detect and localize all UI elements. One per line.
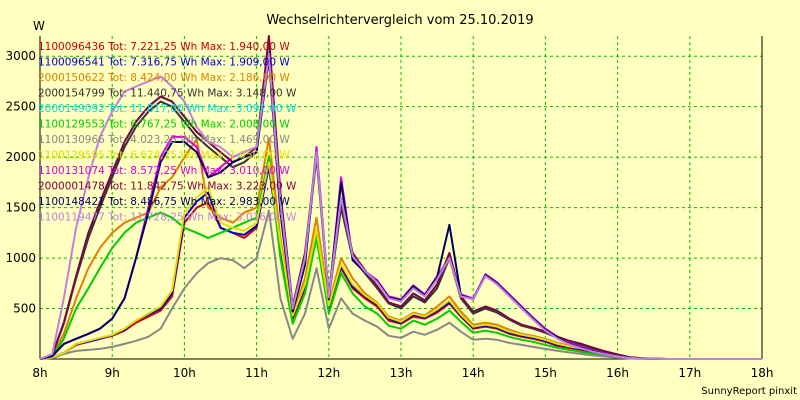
x-tick-label: 8h [32,366,47,380]
x-tick-label: 15h [534,366,557,380]
legend-entry: 1100129595 Tot: 6.624,25 Wh Max: 1.950,0… [38,150,290,162]
legend-entry: 1100119477 Tot: 11.728,25 Wh Max: 3.016,… [38,212,297,224]
legend: 1100096436 Tot: 7.221,25 Wh Max: 1.940,0… [38,41,297,224]
x-axis-tick-labels: 8h 9h 10h 11h 12h 13h 14h 15h 16h 17h 18h [32,366,773,380]
y-tick-label: 2000 [5,150,36,164]
series-lines [39,35,762,360]
chart-title: Wechselrichtervergleich vom 25.10.2019 [266,13,533,28]
y-axis-tick-labels: 500 1000 1500 2000 2500 3000 [5,49,36,315]
watermark-text: SunnyReport pinxit [701,386,797,397]
y-tick-label: 1000 [5,251,36,265]
legend-entry: 1100131074 Tot: 8.572,25 Wh Max: 3.010,0… [38,165,290,177]
y-tick-label: 3000 [5,49,36,63]
legend-entry: 1100130966 Tot: 4.023,25 Wh Max: 1.469,0… [38,134,290,146]
x-tick-label: 10h [173,366,196,380]
legend-entry: 2000001478 Tot: 11.842,75 Wh Max: 3.223,… [38,181,297,193]
legend-entry: 1100096436 Tot: 7.221,25 Wh Max: 1.940,0… [38,41,290,53]
x-tick-label: 18h [751,366,774,380]
x-tick-label: 14h [462,366,485,380]
y-tick-label: 2500 [5,100,36,114]
y-tick-label: 500 [13,302,36,316]
y-axis-unit-label: W [33,19,45,33]
x-tick-label: 16h [606,366,629,380]
legend-entry: 1100148421 Tot: 8.486,75 Wh Max: 2.983,0… [38,196,290,208]
y-tick-label: 1500 [5,201,36,215]
legend-entry: 2000149092 Tot: 11.817,00 Wh Max: 3.092,… [38,103,297,115]
x-tick-label: 17h [678,366,701,380]
legend-entry: 2000154799 Tot: 11.440,75 Wh Max: 3.148,… [38,88,297,100]
x-tick-label: 13h [390,366,413,380]
x-tick-label: 12h [317,366,340,380]
x-tick-label: 11h [245,366,268,380]
series-line [39,53,762,360]
legend-entry: 2000150622 Tot: 8.424,00 Wh Max: 2.186,0… [38,72,290,84]
x-tick-label: 9h [105,366,120,380]
legend-entry: 1100129553 Tot: 6.767,25 Wh Max: 2.008,0… [38,119,290,131]
legend-entry: 1100096541 Tot: 7.316,75 Wh Max: 1.909,0… [38,57,290,69]
